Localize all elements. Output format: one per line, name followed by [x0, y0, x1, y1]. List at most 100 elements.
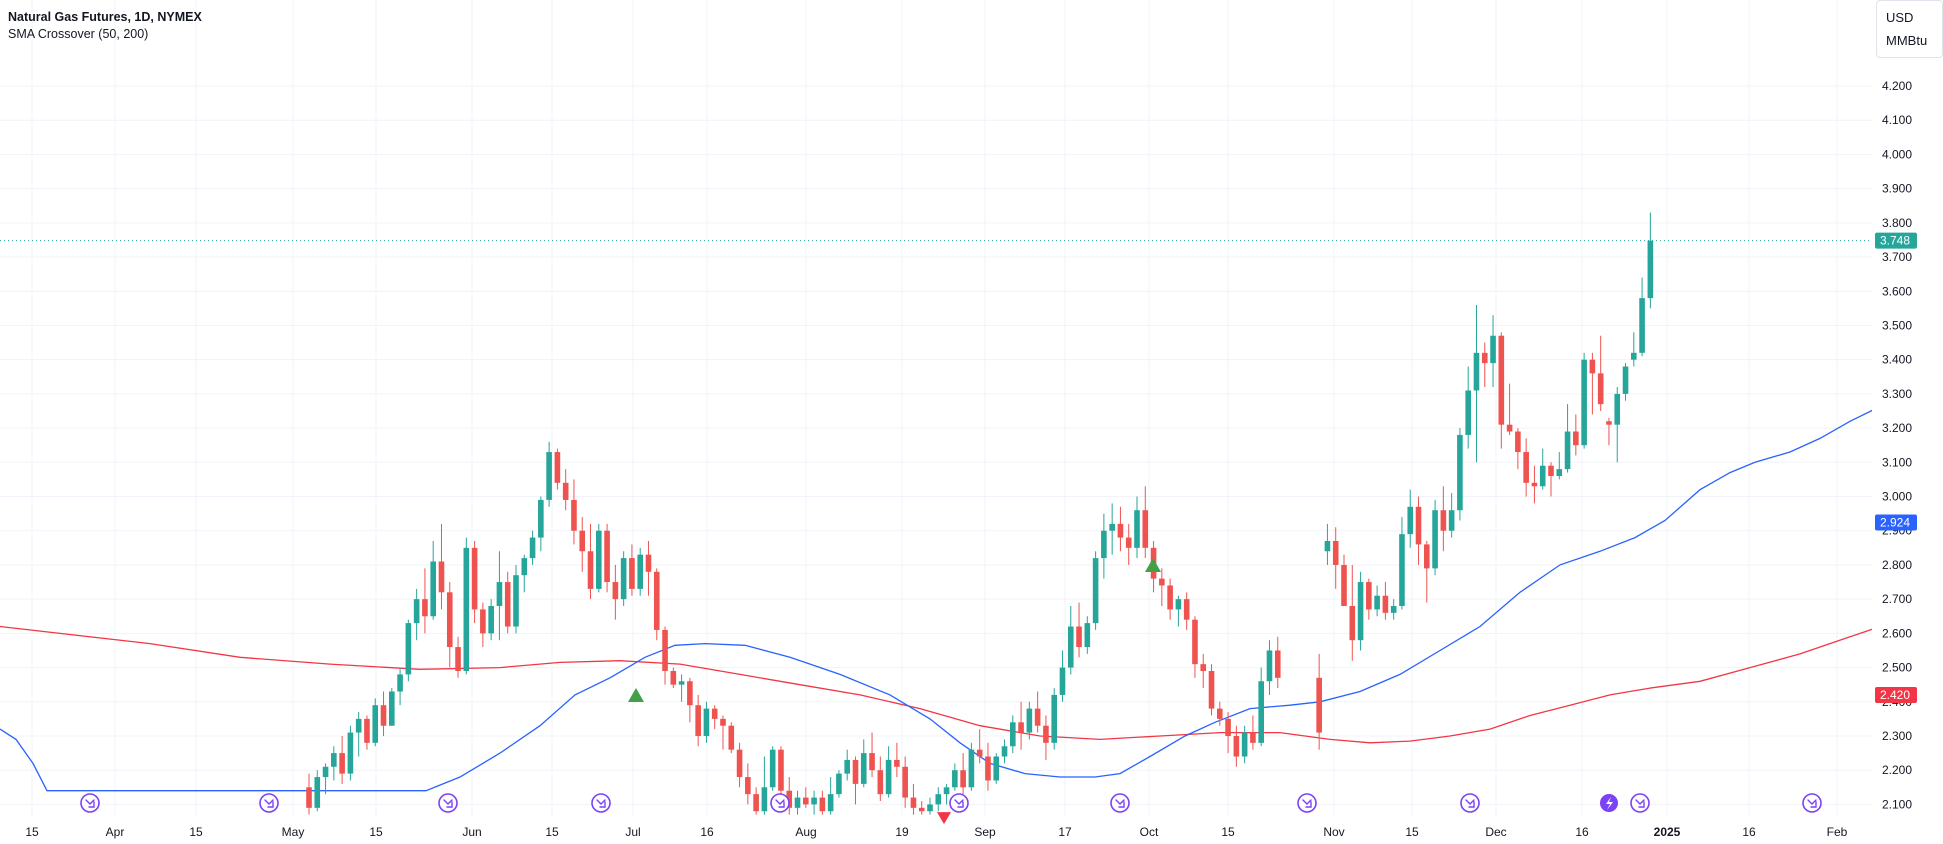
currency-label[interactable]: USD	[1886, 10, 1914, 25]
event-marker-icon[interactable]	[259, 793, 279, 813]
candle	[687, 677, 693, 723]
event-marker-icon[interactable]	[949, 793, 969, 813]
candle	[1548, 462, 1554, 497]
x-tick-label: Jul	[625, 825, 640, 839]
event-marker-icon[interactable]	[770, 793, 790, 813]
event-marker-icon[interactable]	[591, 793, 611, 813]
y-tick-label: 2.500	[1882, 661, 1912, 675]
candle	[1092, 551, 1099, 630]
death-cross-marker	[937, 812, 951, 825]
candle	[1415, 496, 1422, 565]
event-marker-icon[interactable]	[1630, 793, 1650, 813]
candle	[736, 742, 743, 788]
y-tick-label: 4.000	[1882, 147, 1912, 161]
sma200-value-label: 2.420	[1880, 688, 1910, 702]
candle	[471, 540, 478, 624]
candle	[1067, 605, 1074, 675]
candle	[670, 667, 677, 689]
candle	[355, 712, 362, 757]
x-tick-label: Aug	[795, 825, 816, 839]
candle	[1581, 352, 1587, 449]
y-tick-label: 3.900	[1882, 182, 1912, 196]
candle	[1324, 523, 1331, 565]
candle	[720, 715, 726, 750]
y-tick-label: 3.000	[1882, 490, 1912, 504]
lightning-event-icon[interactable]	[1600, 794, 1618, 812]
candle	[728, 722, 735, 754]
candle	[1465, 366, 1471, 449]
candle	[1424, 540, 1430, 603]
candle	[480, 602, 486, 648]
candle	[1167, 578, 1173, 620]
candle	[1159, 568, 1165, 606]
candle	[976, 729, 983, 764]
event-marker-icon[interactable]	[1297, 793, 1317, 813]
candle	[860, 739, 867, 788]
symbol-title[interactable]: Natural Gas Futures, 1D, NYMEX	[8, 10, 202, 24]
candle	[306, 773, 312, 815]
candle	[405, 619, 412, 682]
sma200-line	[0, 625, 1872, 744]
sma50-value-label-bg	[1875, 514, 1917, 531]
candle	[1250, 715, 1256, 750]
candle	[1374, 585, 1380, 617]
candle	[331, 746, 337, 781]
candle	[430, 540, 436, 620]
event-marker-icon[interactable]	[1110, 793, 1130, 813]
candle	[1473, 304, 1480, 463]
candle	[1233, 725, 1240, 767]
y-tick-label: 4.200	[1882, 79, 1912, 93]
candle	[1639, 277, 1645, 357]
candle	[703, 701, 710, 743]
y-tick-label: 4.100	[1882, 113, 1912, 127]
candle	[1366, 578, 1372, 620]
candle	[1647, 212, 1654, 309]
candle	[1192, 616, 1198, 678]
price-axis[interactable]: 4.200 4.100 4.000 3.900 3.800 3.700 3.600 3.500…	[1875, 79, 1917, 811]
x-tick-label: 16	[700, 825, 714, 839]
sma50-path	[0, 409, 1872, 792]
candle	[811, 790, 817, 815]
indicator-label[interactable]: SMA Crossover (50, 200)	[8, 27, 149, 41]
candle	[794, 790, 801, 815]
x-tick-label: 15	[25, 825, 39, 839]
candle	[1266, 640, 1273, 695]
candle	[1614, 387, 1621, 463]
sma50-value-label: 2.924	[1880, 516, 1910, 530]
candle	[761, 756, 768, 815]
candle	[1034, 691, 1041, 733]
y-tick-label: 3.600	[1882, 284, 1912, 298]
event-marker-icon[interactable]	[1460, 793, 1480, 813]
event-marker-icon[interactable]	[80, 793, 100, 813]
candle	[786, 777, 793, 815]
unit-label[interactable]: MMBtu	[1886, 33, 1928, 48]
candle	[1390, 599, 1397, 620]
time-axis[interactable]: 15 Apr 15 May 15 Jun 15 Jul 16 Aug 19 Sep 17 Oct 15 Nov…	[25, 825, 1847, 839]
candle	[1084, 616, 1091, 654]
event-marker-icon[interactable]	[438, 793, 458, 813]
candle	[455, 636, 461, 678]
candle	[397, 667, 403, 706]
candle	[1506, 383, 1513, 435]
y-tick-label: 2.100	[1882, 797, 1912, 811]
y-tick-label: 3.100	[1882, 455, 1912, 469]
candle	[488, 599, 494, 641]
candle	[538, 496, 544, 552]
candle	[637, 547, 643, 596]
candle	[347, 725, 354, 781]
candle	[1200, 653, 1207, 689]
candle	[885, 746, 892, 798]
x-tick-label: Jun	[462, 825, 481, 839]
x-tick-label: 15	[545, 825, 559, 839]
unit-selector[interactable]: USD MMBtu	[1876, 0, 1943, 58]
candle	[1606, 417, 1612, 446]
sma50-line	[0, 409, 1872, 792]
x-tick-label: 15	[189, 825, 203, 839]
y-tick-label: 3.300	[1882, 387, 1912, 401]
candle	[645, 540, 652, 596]
event-marker-icon[interactable]	[1802, 793, 1822, 813]
candle	[745, 763, 751, 805]
event-markers	[80, 793, 1822, 813]
candle	[695, 694, 701, 747]
